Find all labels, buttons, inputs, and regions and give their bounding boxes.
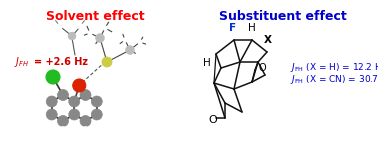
Circle shape: [146, 43, 150, 47]
Text: $\it{J}_{\rm{FH}}$ (X = CN) = 30.7 Hz: $\it{J}_{\rm{FH}}$ (X = CN) = 30.7 Hz: [290, 74, 378, 86]
Circle shape: [59, 127, 67, 133]
Circle shape: [51, 15, 56, 20]
Circle shape: [138, 40, 143, 45]
Circle shape: [69, 109, 80, 120]
Circle shape: [91, 44, 96, 49]
Circle shape: [142, 33, 146, 37]
Circle shape: [125, 46, 135, 55]
Circle shape: [51, 87, 57, 94]
Text: $\it{J}_{\rm{FH}}$ (X = H) = 12.2 Hz: $\it{J}_{\rm{FH}}$ (X = H) = 12.2 Hz: [290, 61, 378, 74]
Circle shape: [39, 93, 46, 101]
Circle shape: [122, 37, 127, 42]
Text: H: H: [248, 23, 256, 33]
Circle shape: [80, 34, 84, 38]
Text: Substituent effect: Substituent effect: [219, 10, 347, 23]
Text: $\it{J}$$_{\it{FH}}$: $\it{J}$$_{\it{FH}}$: [14, 55, 29, 69]
Circle shape: [91, 109, 102, 120]
Circle shape: [84, 15, 88, 20]
Circle shape: [116, 43, 120, 47]
Circle shape: [87, 30, 93, 35]
Circle shape: [96, 34, 104, 42]
Circle shape: [73, 79, 86, 92]
Circle shape: [57, 23, 63, 29]
Circle shape: [120, 30, 124, 34]
Text: O: O: [258, 63, 266, 73]
Text: F: F: [229, 23, 237, 33]
Circle shape: [84, 22, 88, 26]
Circle shape: [68, 32, 76, 40]
Text: H: H: [203, 58, 211, 68]
Circle shape: [102, 25, 107, 30]
Circle shape: [112, 31, 116, 35]
Circle shape: [77, 23, 83, 29]
Text: Solvent effect: Solvent effect: [46, 10, 144, 23]
Circle shape: [57, 116, 68, 127]
Circle shape: [46, 109, 57, 120]
Circle shape: [102, 57, 112, 67]
Circle shape: [108, 18, 112, 22]
Circle shape: [46, 96, 57, 107]
Circle shape: [91, 96, 102, 107]
Circle shape: [102, 116, 109, 122]
Circle shape: [80, 116, 91, 127]
Text: O: O: [209, 115, 217, 125]
Circle shape: [69, 96, 80, 107]
Text: X: X: [264, 35, 272, 45]
Circle shape: [102, 93, 109, 101]
Circle shape: [57, 90, 68, 101]
Circle shape: [39, 116, 46, 122]
Circle shape: [80, 90, 91, 101]
Circle shape: [82, 127, 89, 133]
Text: = +2.6 Hz: = +2.6 Hz: [34, 57, 88, 67]
Circle shape: [46, 70, 60, 84]
Circle shape: [135, 52, 141, 57]
